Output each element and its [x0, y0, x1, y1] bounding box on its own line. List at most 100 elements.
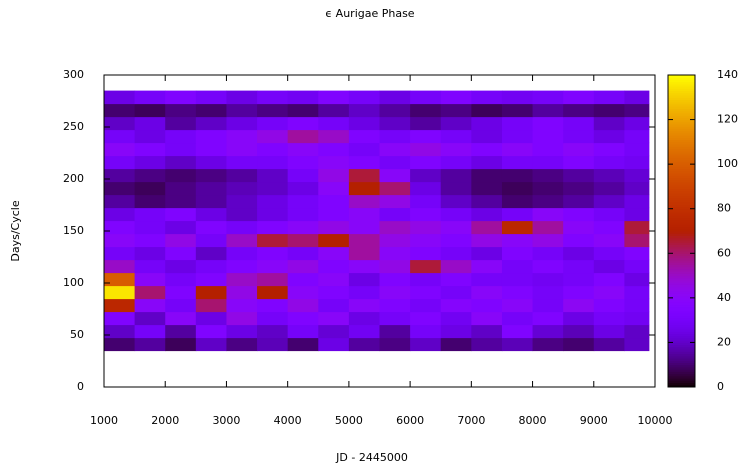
heatmap-cell — [134, 246, 166, 261]
heatmap-cell — [410, 233, 442, 248]
heatmap-cell — [287, 272, 319, 287]
heatmap-cell — [165, 324, 197, 339]
heatmap-cell — [257, 168, 289, 183]
colorbar-tick-label: 20 — [717, 335, 731, 348]
heatmap-cell — [379, 207, 411, 222]
heatmap-cell — [593, 311, 625, 326]
heatmap-cell — [226, 285, 258, 300]
heatmap-cell — [624, 324, 650, 339]
heatmap-cell — [257, 259, 289, 274]
heatmap-cell — [257, 90, 289, 105]
heatmap-cell — [593, 246, 625, 261]
heatmap-cell — [195, 337, 227, 352]
heatmap-cell — [226, 272, 258, 287]
heatmap-cell — [226, 324, 258, 339]
heatmap-cell — [257, 220, 289, 235]
heatmap-cell — [257, 324, 289, 339]
heatmap-cell — [501, 155, 534, 170]
heatmap-cell — [563, 337, 595, 352]
heatmap-cell — [134, 90, 166, 105]
heatmap-cell — [348, 298, 380, 313]
heatmap-cell — [287, 298, 319, 313]
heatmap-cell — [348, 155, 380, 170]
heatmap-cell — [165, 220, 197, 235]
heatmap-cell — [348, 285, 380, 300]
heatmap-cell — [593, 116, 625, 131]
heatmap-cell — [379, 116, 411, 131]
heatmap-cell — [410, 103, 442, 118]
heatmap-cell — [532, 194, 564, 209]
heatmap-cell — [226, 207, 258, 222]
heatmap-cell — [624, 246, 650, 261]
heatmap-cell — [134, 129, 166, 144]
heatmap-cell — [410, 246, 442, 261]
heatmap-cell — [440, 246, 472, 261]
heatmap-cell — [318, 181, 350, 196]
heatmap-cell — [318, 116, 350, 131]
heatmap-cell — [165, 116, 197, 131]
y-tick-label: 250 — [63, 120, 84, 133]
heatmap-cell — [165, 246, 197, 261]
heatmap-cell — [379, 246, 411, 261]
heatmap-cell — [593, 285, 625, 300]
heatmap-cell — [287, 129, 319, 144]
x-tick-label: 1000 — [90, 414, 118, 427]
heatmap-cell — [471, 324, 503, 339]
heatmap-cell — [532, 207, 564, 222]
heatmap-cell — [624, 155, 650, 170]
heatmap-cell — [257, 233, 289, 248]
heatmap-cell — [563, 220, 595, 235]
heatmap-cell — [410, 194, 442, 209]
heatmap-cell — [410, 207, 442, 222]
heatmap-cell — [287, 181, 319, 196]
heatmap-cell — [593, 272, 625, 287]
heatmap-cell — [257, 116, 289, 131]
heatmap-cell — [287, 155, 319, 170]
heatmap-cell — [563, 116, 595, 131]
colorbar-tick-label: 140 — [717, 68, 738, 81]
heatmap-cell — [624, 272, 650, 287]
heatmap-cell — [318, 272, 350, 287]
heatmap-cell — [440, 142, 472, 157]
heatmap-cell — [624, 233, 650, 248]
heatmap-cell — [104, 337, 136, 352]
heatmap-cell — [226, 259, 258, 274]
heatmap-cell — [226, 233, 258, 248]
heatmap-cell — [593, 155, 625, 170]
heatmap-cell — [348, 90, 380, 105]
heatmap-cell — [410, 259, 442, 274]
heatmap-cell — [440, 311, 472, 326]
heatmap-cell — [134, 116, 166, 131]
heatmap-cell — [287, 233, 319, 248]
heatmap-cell — [348, 272, 380, 287]
heatmap-cell — [257, 285, 289, 300]
heatmap-cell — [563, 259, 595, 274]
colorbar-frame — [667, 74, 696, 388]
heatmap-cell — [501, 272, 534, 287]
heatmap-cell — [165, 90, 197, 105]
heatmap-cell — [134, 259, 166, 274]
heatmap-cell — [471, 142, 503, 157]
heatmap-cell — [532, 116, 564, 131]
y-tick-label: 200 — [63, 172, 84, 185]
heatmap-cell — [563, 272, 595, 287]
heatmap-cell — [624, 207, 650, 222]
heatmap-cell — [410, 90, 442, 105]
heatmap-cell — [195, 285, 227, 300]
heatmap-cell — [440, 116, 472, 131]
heatmap-cell — [287, 220, 319, 235]
heatmap-cell — [165, 168, 197, 183]
heatmap-cell — [195, 90, 227, 105]
heatmap-cell — [165, 311, 197, 326]
heatmap-cell — [348, 220, 380, 235]
heatmap-cell — [318, 207, 350, 222]
heatmap-cell — [104, 116, 136, 131]
colorbar-tick-label: 100 — [717, 157, 738, 170]
heatmap-cell — [593, 259, 625, 274]
heatmap-cell — [624, 142, 650, 157]
heatmap-cell — [165, 129, 197, 144]
colorbar-tick-label: 80 — [717, 202, 731, 215]
heatmap-cell — [165, 298, 197, 313]
heatmap-cell — [195, 311, 227, 326]
heatmap-cell — [379, 285, 411, 300]
